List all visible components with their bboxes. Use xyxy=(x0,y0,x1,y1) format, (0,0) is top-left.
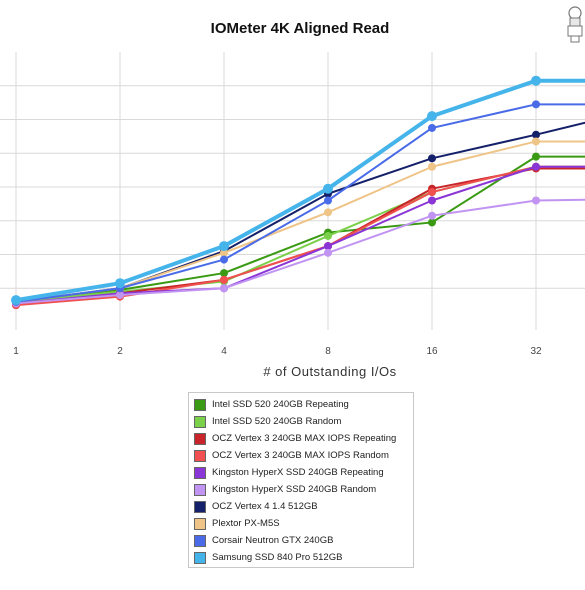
legend-label: Intel SSD 520 240GB Repeating xyxy=(212,399,349,410)
legend-swatch xyxy=(194,466,206,479)
legend-label: OCZ Vertex 3 240GB MAX IOPS Repeating xyxy=(212,433,397,444)
x-tick-label: 32 xyxy=(530,346,542,357)
data-point xyxy=(428,218,436,227)
data-point xyxy=(324,242,332,251)
legend-swatch xyxy=(194,500,206,513)
data-point xyxy=(220,248,228,257)
data-point xyxy=(532,137,540,146)
legend-item: Samsung SSD 840 Pro 512GB xyxy=(194,549,413,566)
x-tick-label: 2 xyxy=(117,346,123,357)
legend-item: Intel SSD 520 240GB Random xyxy=(194,413,413,430)
legend-swatch xyxy=(194,415,206,428)
data-point xyxy=(428,188,436,197)
legend-label: OCZ Vertex 4 1.4 512GB xyxy=(212,501,318,512)
data-point xyxy=(428,196,436,205)
series-lines xyxy=(11,75,585,310)
legend-item: Corsair Neutron GTX 240GB xyxy=(194,532,413,549)
series-line xyxy=(15,140,585,303)
legend-swatch xyxy=(194,483,206,496)
legend-swatch xyxy=(194,534,206,547)
legend-label: Intel SSD 520 240GB Random xyxy=(212,416,342,427)
data-point xyxy=(531,75,541,86)
data-point xyxy=(219,241,229,252)
legend-label: Plextor PX-M5S xyxy=(212,518,280,529)
data-point xyxy=(115,278,125,289)
data-point xyxy=(323,183,333,194)
data-point xyxy=(220,269,228,278)
data-point xyxy=(532,130,540,139)
data-point xyxy=(532,152,540,161)
data-point xyxy=(428,123,436,132)
x-tick-label: 1 xyxy=(13,346,19,357)
data-point xyxy=(324,196,332,205)
legend-item: Intel SSD 520 240GB Repeating xyxy=(194,396,413,413)
x-axis-label: # of Outstanding I/Os xyxy=(263,364,396,379)
data-point xyxy=(428,154,436,163)
data-point xyxy=(324,208,332,217)
legend-item: Kingston HyperX SSD 240GB Random xyxy=(194,481,413,498)
data-point xyxy=(11,295,21,306)
series-group xyxy=(12,162,585,306)
x-tick-label: 8 xyxy=(325,346,331,357)
data-point xyxy=(532,196,540,205)
x-tick-labels: 1248163264 xyxy=(13,346,542,357)
legend-item: Kingston HyperX SSD 240GB Repeating xyxy=(194,464,413,481)
chart-title: IOMeter 4K Aligned Read xyxy=(211,20,390,37)
legend-label: Samsung SSD 840 Pro 512GB xyxy=(212,552,343,563)
data-point xyxy=(324,248,332,257)
data-point xyxy=(428,162,436,171)
data-point xyxy=(427,111,437,122)
legend-swatch xyxy=(194,517,206,530)
printer-icon[interactable] xyxy=(565,4,585,44)
x-tick-label: 4 xyxy=(221,346,227,357)
data-point xyxy=(116,291,124,299)
legend-item: Plextor PX-M5S xyxy=(194,515,413,532)
legend-swatch xyxy=(194,398,206,411)
legend-swatch xyxy=(194,551,206,564)
legend-swatch xyxy=(194,449,206,462)
data-point xyxy=(532,162,540,171)
legend-swatch xyxy=(194,432,206,445)
data-point xyxy=(532,100,540,109)
legend-item: OCZ Vertex 3 240GB MAX IOPS Random xyxy=(194,447,413,464)
legend-item: OCZ Vertex 3 240GB MAX IOPS Repeating xyxy=(194,430,413,447)
data-point xyxy=(220,275,228,284)
legend-label: OCZ Vertex 3 240GB MAX IOPS Random xyxy=(212,450,389,461)
data-point xyxy=(220,255,228,264)
legend: Intel SSD 520 240GB Repeating Intel SSD 5… xyxy=(188,392,414,568)
data-point xyxy=(428,211,436,220)
data-point xyxy=(324,231,332,240)
data-point xyxy=(220,284,228,293)
legend-item: OCZ Vertex 4 1.4 512GB xyxy=(194,498,413,515)
legend-label: Corsair Neutron GTX 240GB xyxy=(212,535,334,546)
series-group xyxy=(11,75,585,306)
x-tick-label: 16 xyxy=(426,346,438,357)
legend-label: Kingston HyperX SSD 240GB Repeating xyxy=(212,467,384,478)
legend-label: Kingston HyperX SSD 240GB Random xyxy=(212,484,377,495)
series-group xyxy=(12,137,585,306)
